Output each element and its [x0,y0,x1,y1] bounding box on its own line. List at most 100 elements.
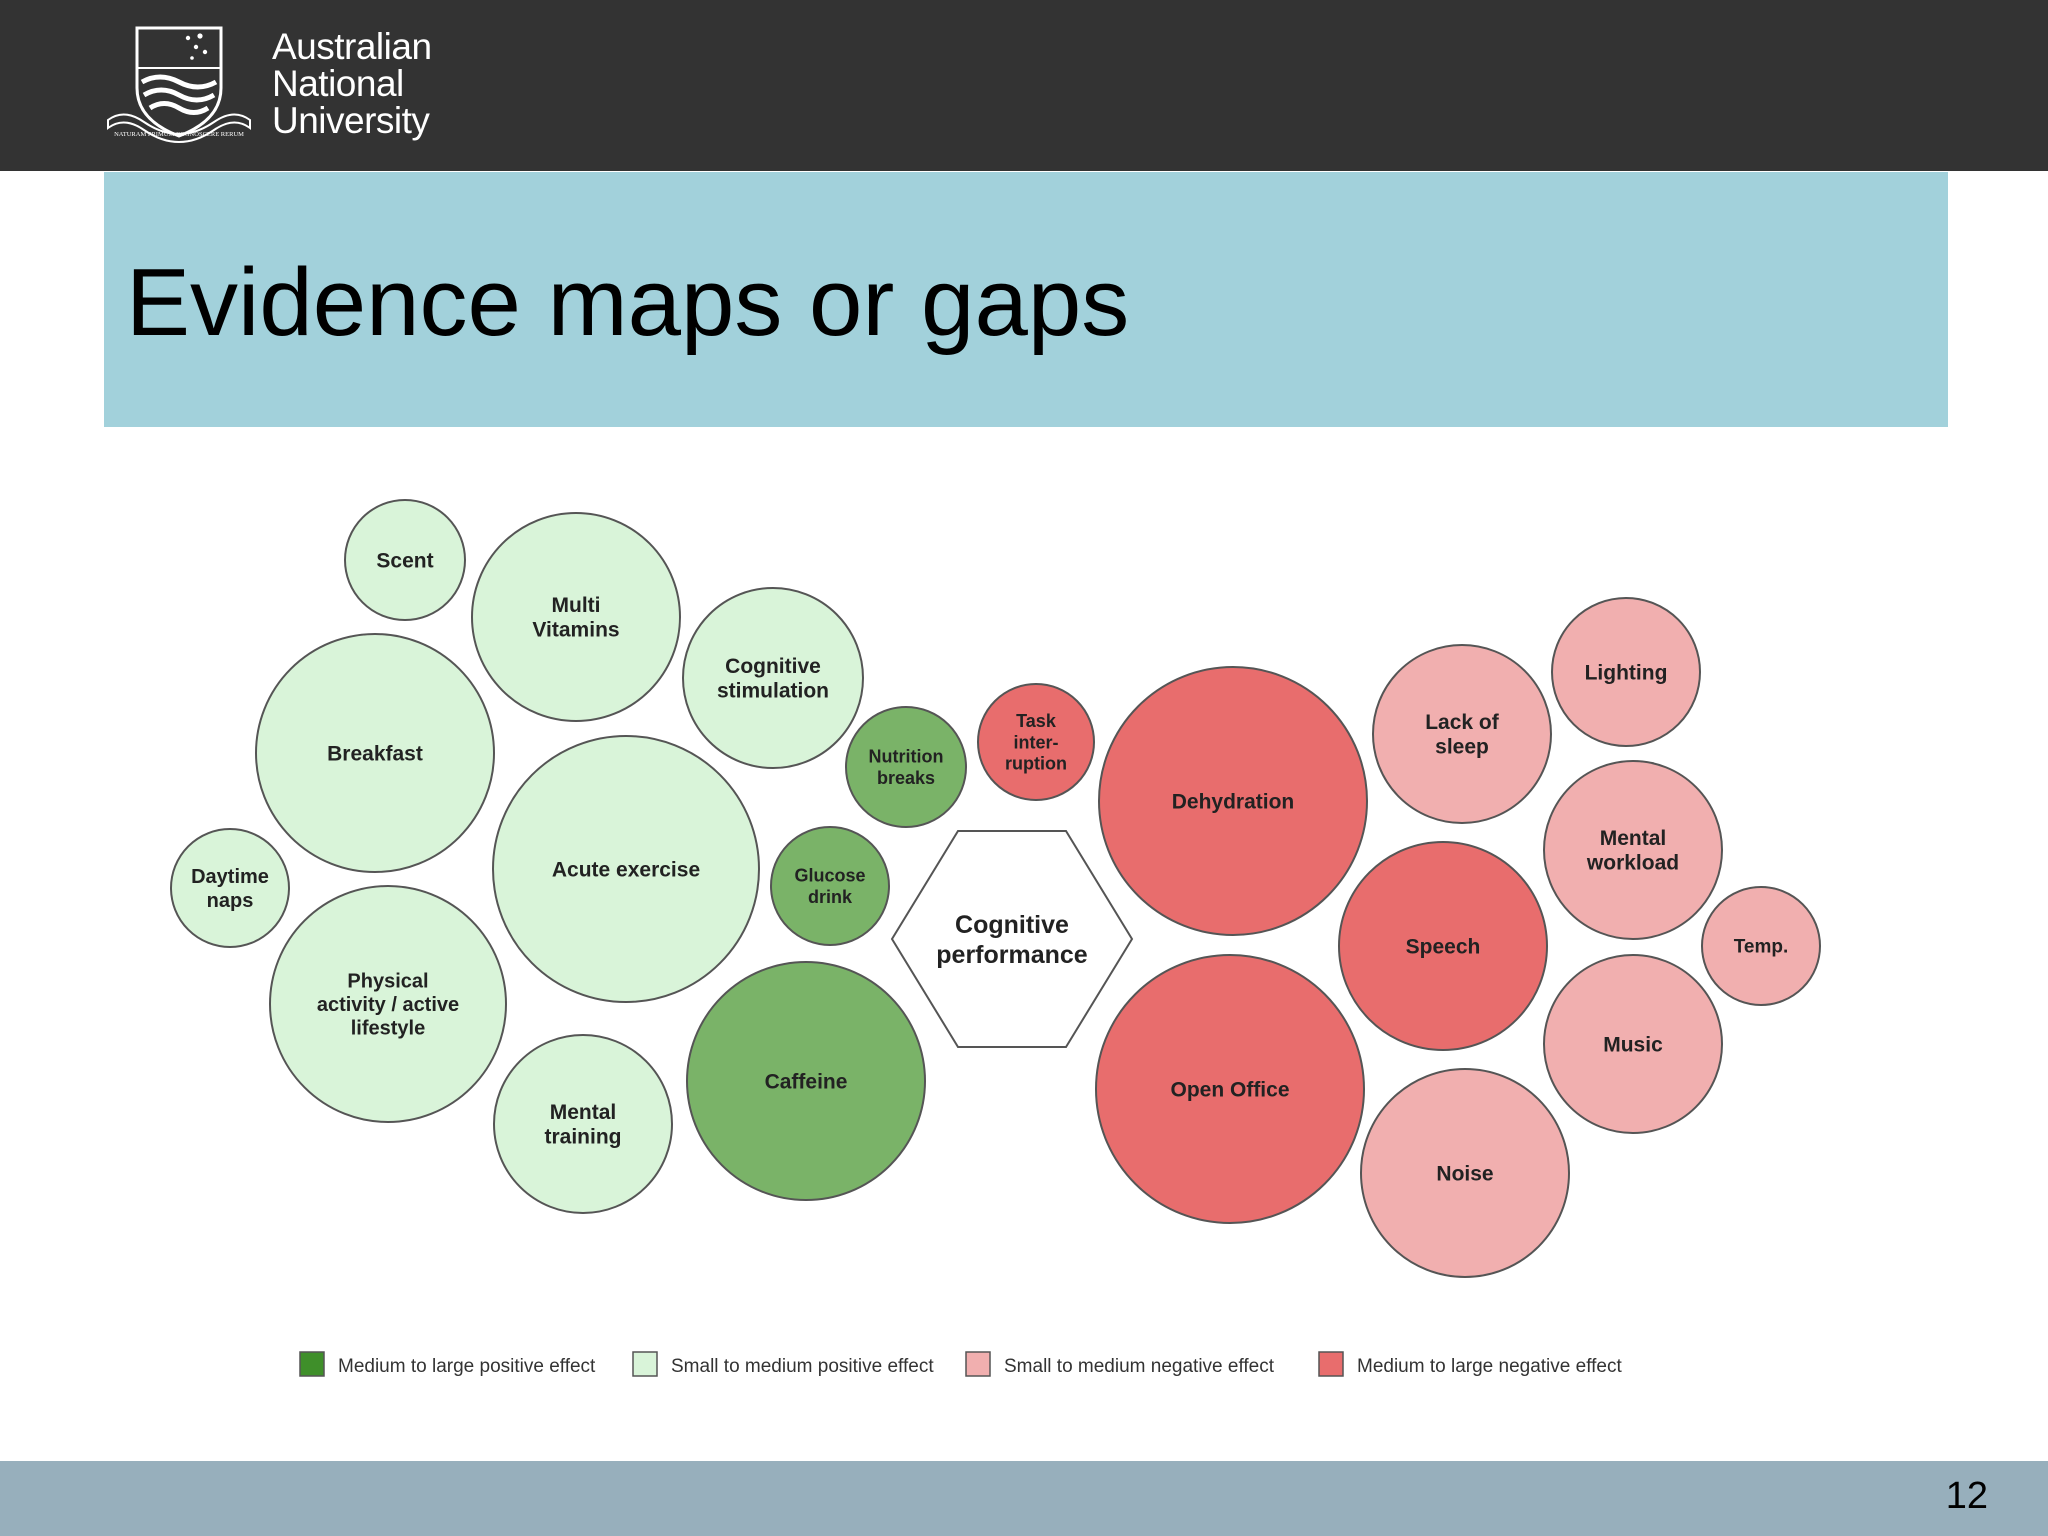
bubble-circle [255,633,495,873]
bubble-label: Multi [552,594,601,617]
legend-item: Medium to large negative effect [1318,1351,1622,1377]
bubble-circle [977,683,1095,801]
page-number: 12 [1945,1475,1988,1517]
logo-text-line: University [272,100,430,141]
bubble-label: sleep [1435,736,1489,759]
bubble-label: Acute exercise [552,858,700,881]
bubble-label: activity / active [317,994,459,1016]
bubble-label: ruption [1005,754,1067,774]
bubble-circle [492,735,760,1003]
legend-label: Medium to large negative effect [1357,1356,1622,1377]
bubble-circle [1701,886,1821,1006]
bubble-circle [770,826,890,946]
bubble-label: Noise [1436,1162,1493,1185]
bubble-label: Cognitive [725,655,821,678]
center-label: performance [936,941,1088,969]
title-band: Evidence maps or gaps [104,172,1948,427]
bubble-circle [1543,954,1723,1134]
bubble-lighting: Lighting [1551,597,1701,747]
footer-bar: 12 [0,1461,2048,1536]
bubble-label: drink [808,887,853,907]
bubble-label: Lighting [1585,661,1668,684]
bubble-label: lifestyle [351,1018,425,1040]
bubble-label: Temp. [1734,937,1789,958]
bubble-label: breaks [877,768,935,788]
bubble-circle [1543,760,1723,940]
bubble-label: Glucose [794,866,865,886]
legend-item: Small to medium negative effect [965,1351,1275,1377]
bubble-label: stimulation [717,680,829,703]
bubble-circle [471,512,681,722]
legend-swatch [1318,1351,1344,1377]
legend-label: Medium to large positive effect [338,1356,596,1377]
crest-motto: NATURAM PRIMUM COGNOSCERE RERUM [114,131,244,138]
bubble-circle [1098,666,1368,936]
bubble-temp: Temp. [1701,886,1821,1006]
bubble-label: Physical [347,970,428,992]
bubble-noise: Noise [1360,1068,1570,1278]
bubble-caffeine: Caffeine [686,961,926,1201]
anu-crest-icon: NATURAM PRIMUM COGNOSCERE RERUM [107,26,251,143]
bubble-label: Task [1016,711,1057,731]
legend-swatch [299,1351,325,1377]
bubble-circle [344,499,466,621]
bubble-circle [845,706,967,828]
bubble-label: workload [1586,852,1679,875]
bubble-circle [1372,644,1552,824]
evidence-bubble-diagram: ScentMultiVitaminsCognitivestimulationBr… [170,499,1821,1377]
bubble-label: Music [1603,1033,1663,1056]
bubble-circle [493,1034,673,1214]
page-title: Evidence maps or gaps [126,249,1130,356]
bubble-label: inter- [1014,732,1059,752]
bubble-label: Scent [376,549,433,572]
bubble-label: Mental [1600,827,1667,850]
logo-text-line: Australian [272,26,432,67]
header-bar: NATURAM PRIMUM COGNOSCERE RERUM Australi… [0,0,2048,171]
bubble-label: Mental [550,1101,617,1124]
bubble-label: Nutrition [869,747,944,767]
bubble-label: Breakfast [327,742,423,765]
bubble-circle [170,828,290,948]
bubble-circle [1360,1068,1570,1278]
bubble-open-office: Open Office [1095,954,1365,1224]
bubble-circle [269,885,507,1123]
legend-swatch [632,1351,658,1377]
bubble-label: Dehydration [1172,790,1295,813]
bubble-label: naps [207,890,254,912]
bubble-label: Daytime [191,866,269,888]
bubble-circle [686,961,926,1201]
bubble-acute-exercise: Acute exercise [492,735,760,1003]
bubble-breakfast: Breakfast [255,633,495,873]
university-name: Australian National University [272,28,432,139]
legend-swatch [965,1351,991,1377]
logo-text-line: National [272,63,404,104]
bubble-label: Vitamins [532,619,619,642]
legend-item: Medium to large positive effect [299,1351,596,1377]
center-label: Cognitive [955,911,1069,939]
bubble-music: Music [1543,954,1723,1134]
bubble-label: Lack of [1425,711,1500,734]
bubble-circle [1338,841,1548,1051]
cognitive-performance-hexagon [890,830,1134,1048]
bubble-label: Caffeine [765,1070,848,1093]
bubble-speech: Speech [1338,841,1548,1051]
bubble-scent: Scent [344,499,466,621]
bubble-circle [1095,954,1365,1224]
bubble-label: Open Office [1170,1078,1289,1101]
legend-label: Small to medium negative effect [1004,1356,1275,1377]
bubble-circle [1551,597,1701,747]
bubble-label: training [545,1126,622,1149]
legend-item: Small to medium positive effect [632,1351,934,1377]
legend-label: Small to medium positive effect [671,1356,934,1377]
bubble-label: Speech [1406,935,1481,958]
bubble-dehydration: Dehydration [1098,666,1368,936]
